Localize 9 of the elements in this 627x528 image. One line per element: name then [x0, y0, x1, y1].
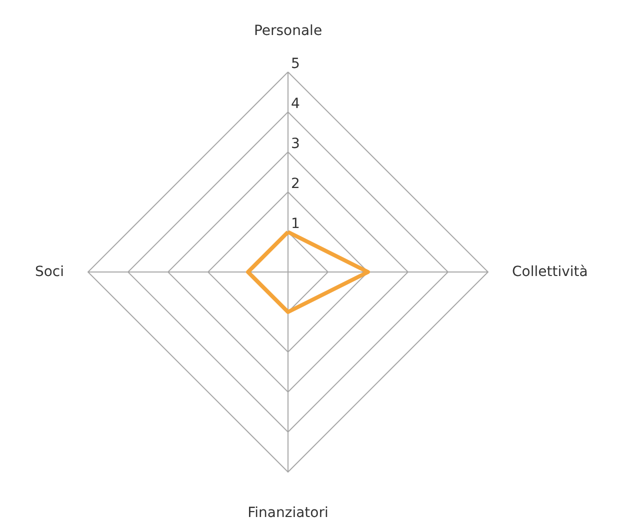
y-tick-label: 4 — [291, 96, 300, 112]
spoke-label: Personale — [254, 23, 322, 39]
spoke-label: Soci — [34, 264, 64, 280]
y-tick-label: 5 — [291, 56, 300, 72]
spoke-label: Finanziatori — [248, 505, 328, 521]
y-tick-label: 3 — [291, 136, 300, 152]
spoke-label: Collettività — [512, 264, 588, 280]
y-tick-label: 2 — [291, 176, 300, 192]
y-tick-label: 1 — [291, 216, 300, 232]
